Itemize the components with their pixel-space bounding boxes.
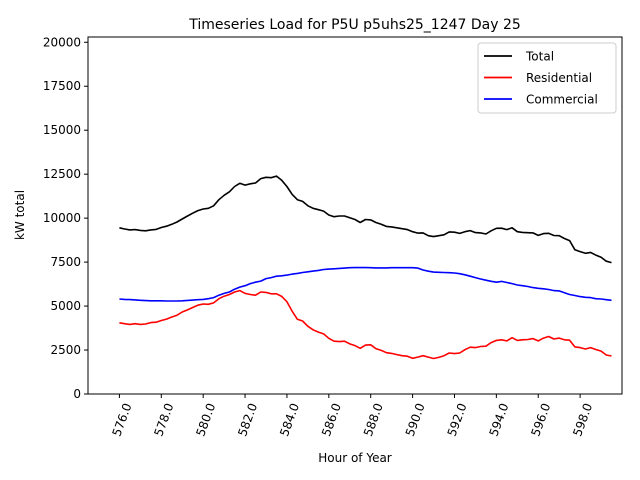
x-tick-label: 582.0 [235, 401, 260, 438]
x-tick-label: 586.0 [319, 401, 344, 438]
y-tick-label: 17500 [43, 79, 81, 93]
y-tick-label: 0 [73, 387, 81, 401]
y-axis: 0 2500 5000 7500 10000 12500 15000 17500 20000 [43, 35, 88, 401]
x-tick-label: 584.0 [277, 401, 302, 438]
y-tick-label: 20000 [43, 35, 81, 49]
legend: Total Residential Commercial [477, 42, 617, 114]
legend-label-residential: Residential [526, 71, 592, 85]
x-tick-label: 576.0 [110, 401, 135, 438]
legend-label-total: Total [525, 50, 554, 64]
x-tick-label: 592.0 [445, 401, 470, 438]
y-tick-label: 15000 [43, 123, 81, 137]
x-tick-label: 594.0 [487, 401, 512, 438]
y-tick-label: 12500 [43, 167, 81, 181]
x-tick-label: 580.0 [193, 401, 218, 438]
x-tick-label: 588.0 [361, 401, 386, 438]
y-axis-label: kW total [13, 190, 27, 240]
legend-label-commercial: Commercial [526, 93, 598, 107]
series-line-residential [119, 289, 612, 360]
x-tick-label: 590.0 [403, 401, 428, 438]
series-group [119, 175, 612, 360]
y-tick-label: 2500 [50, 343, 81, 357]
chart-title: Timeseries Load for P5U p5uhs25_1247 Day… [188, 17, 521, 33]
series-line-total [119, 175, 612, 264]
y-tick-label: 10000 [43, 211, 81, 225]
y-tick-label: 5000 [50, 299, 81, 313]
x-tick-label: 598.0 [570, 401, 595, 438]
x-tick-label: 578.0 [151, 401, 176, 438]
y-tick-label: 7500 [50, 255, 81, 269]
legend-box [477, 42, 617, 114]
x-axis: 576.0 578.0 580.0 582.0 584.0 586.0 588.0 590.0… [110, 394, 595, 438]
x-tick-label: 596.0 [528, 401, 553, 438]
x-axis-label: Hour of Year [318, 451, 392, 465]
series-line-commercial [119, 266, 612, 302]
plot-frame [87, 36, 623, 395]
